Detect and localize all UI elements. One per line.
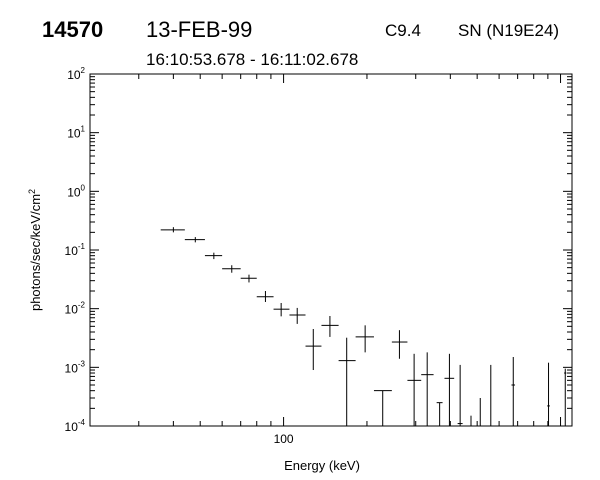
data-point: [421, 352, 434, 426]
goes-class: C9.4: [385, 21, 421, 40]
y-tick-label: 10-2: [65, 301, 86, 317]
data-point: [564, 368, 567, 426]
data-point: [256, 291, 274, 302]
data-point: [222, 265, 241, 273]
data-point: [240, 274, 257, 283]
data-point: [273, 302, 290, 317]
y-tick-label: 10-3: [65, 359, 86, 375]
data-point: [204, 252, 223, 260]
flare-location: SN (N19E24): [458, 21, 560, 40]
data-point: [338, 337, 356, 426]
data-points: [160, 227, 567, 426]
data-point: [547, 362, 550, 426]
y-tick-label: 101: [67, 125, 85, 141]
x-tick-labels: 100: [274, 432, 294, 446]
y-tick-labels: 10-4 10-3 10-2 10-1 100 101 102: [65, 66, 86, 434]
x-tick-label: 100: [274, 432, 294, 446]
y-tick-label: 102: [67, 66, 85, 82]
data-point: [321, 315, 339, 337]
time-range: 16:10:53.678 - 16:11:02.678: [146, 50, 359, 69]
data-point: [511, 357, 516, 426]
axis-ticks: [89, 73, 572, 427]
data-point: [289, 307, 306, 324]
data-point: [305, 329, 322, 371]
data-point: [457, 364, 463, 426]
data-point: [355, 325, 374, 353]
y-tick-label: 10-1: [65, 242, 86, 258]
data-point: [407, 353, 422, 426]
data-point: [160, 227, 185, 233]
data-point: [373, 390, 392, 426]
event-id: 14570: [42, 17, 104, 42]
plot-frame: [89, 73, 573, 427]
data-point: [436, 402, 443, 426]
data-point: [184, 237, 205, 243]
y-axis-label: photons/sec/keV/cm2: [27, 189, 43, 311]
x-axis-label: Energy (keV): [284, 458, 360, 473]
data-point: [444, 353, 455, 426]
y-tick-label: 100: [67, 183, 85, 199]
y-tick-label: 10-4: [65, 418, 86, 434]
data-point: [391, 330, 408, 359]
event-date: 13-FEB-99: [146, 17, 253, 42]
